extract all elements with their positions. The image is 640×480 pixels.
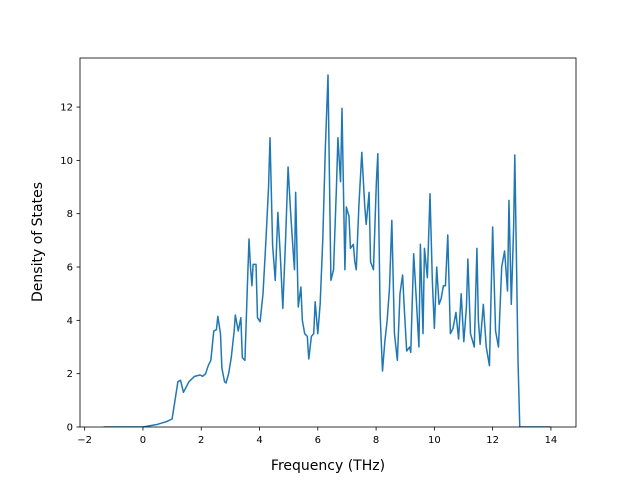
x-axis-label: Frequency (THz) bbox=[271, 458, 385, 474]
y-tick-label: 6 bbox=[67, 263, 73, 274]
x-tick-label: 10 bbox=[428, 435, 441, 446]
plot-frame bbox=[79, 57, 577, 428]
x-tick-label: 14 bbox=[545, 435, 558, 446]
y-tick-label: 8 bbox=[67, 209, 73, 220]
data-line bbox=[103, 74, 551, 427]
y-tick-label: 4 bbox=[67, 316, 73, 327]
y-tick-label: 12 bbox=[60, 103, 73, 114]
y-axis-label: Density of States bbox=[30, 182, 46, 302]
x-tick-label: −2 bbox=[77, 435, 92, 446]
y-tick-label: 0 bbox=[67, 423, 73, 434]
y-tick-label: 2 bbox=[67, 369, 73, 380]
x-tick-label: 4 bbox=[256, 435, 262, 446]
x-tick-label: 2 bbox=[198, 435, 204, 446]
x-tick-label: 6 bbox=[315, 435, 321, 446]
x-tick-label: 0 bbox=[140, 435, 146, 446]
x-tick-label: 12 bbox=[486, 435, 499, 446]
x-tick-label: 8 bbox=[373, 435, 379, 446]
y-tick-label: 10 bbox=[60, 156, 73, 167]
